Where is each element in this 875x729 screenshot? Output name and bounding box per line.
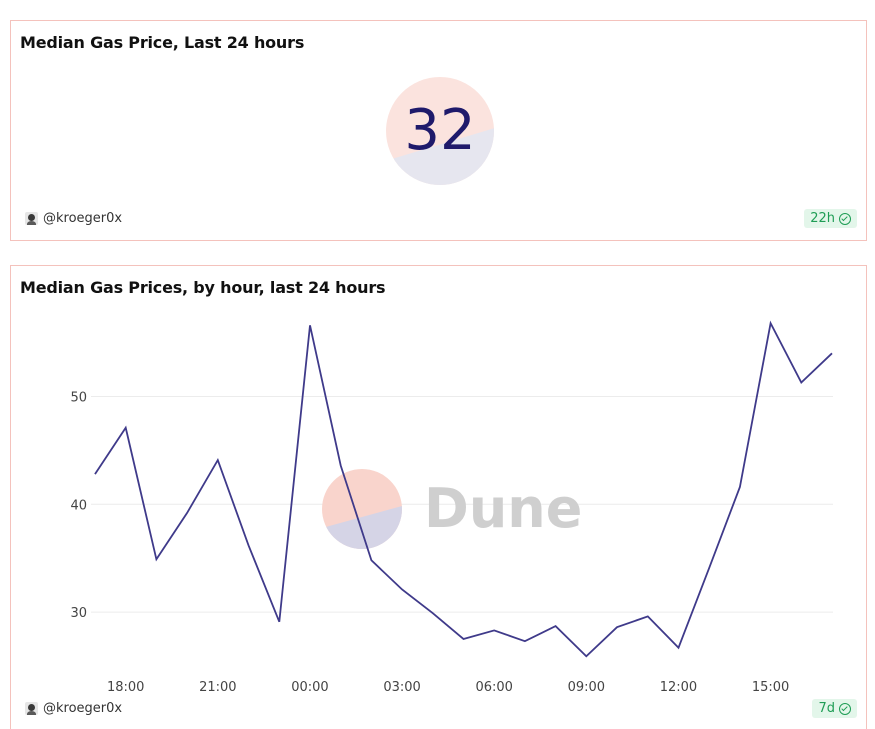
age-text: 22h — [810, 211, 835, 226]
line-chart-card: Median Gas Prices, by hour, last 24 hour… — [10, 265, 867, 729]
author-name: @kroeger0x — [43, 211, 123, 226]
line-chart: Dune 30 40 50 18:00 21:00 00:00 03:00 06:00 09:0… — [70, 320, 833, 695]
counter-display: 32 — [385, 76, 495, 186]
series-line — [94, 320, 833, 658]
check-circle-icon — [839, 702, 851, 715]
line-chart-title[interactable]: Median Gas Prices, by hour, last 24 hour… — [20, 278, 386, 297]
author[interactable]: @kroeger0x — [25, 211, 122, 226]
author-name: @kroeger0x — [43, 701, 123, 716]
avatar-icon — [25, 212, 38, 225]
axes: 30 40 50 18:00 21:00 00:00 03:00 06:00 09:00 12:0… — [70, 390, 789, 695]
x-tick-label: 15:00 — [752, 680, 789, 695]
x-tick-label: 06:00 — [475, 680, 512, 695]
x-tick-label: 00:00 — [291, 680, 328, 695]
age-text: 7d — [818, 701, 835, 716]
watermark-text: Dune — [424, 477, 582, 540]
counter-value: 32 — [404, 98, 476, 163]
y-tick-label: 40 — [70, 498, 87, 513]
counter-card-title[interactable]: Median Gas Price, Last 24 hours — [20, 33, 305, 52]
y-tick-label: 30 — [70, 606, 87, 621]
x-tick-label: 09:00 — [568, 680, 605, 695]
y-tick-label: 50 — [70, 390, 87, 405]
age-badge[interactable]: 7d — [812, 699, 857, 718]
dune-logo-icon — [322, 469, 402, 549]
counter-card: Median Gas Price, Last 24 hours 32 @kroe… — [10, 20, 867, 241]
grid-lines — [91, 395, 833, 613]
age-badge[interactable]: 22h — [804, 209, 857, 228]
avatar-icon — [25, 702, 38, 715]
author[interactable]: @kroeger0x — [25, 701, 122, 716]
x-tick-label: 12:00 — [660, 680, 697, 695]
x-tick-label: 18:00 — [107, 680, 144, 695]
check-circle-icon — [839, 212, 851, 225]
x-tick-label: 03:00 — [383, 680, 420, 695]
dune-logo-bg — [386, 77, 494, 185]
x-tick-label: 21:00 — [199, 680, 236, 695]
dune-watermark: Dune — [322, 469, 582, 549]
